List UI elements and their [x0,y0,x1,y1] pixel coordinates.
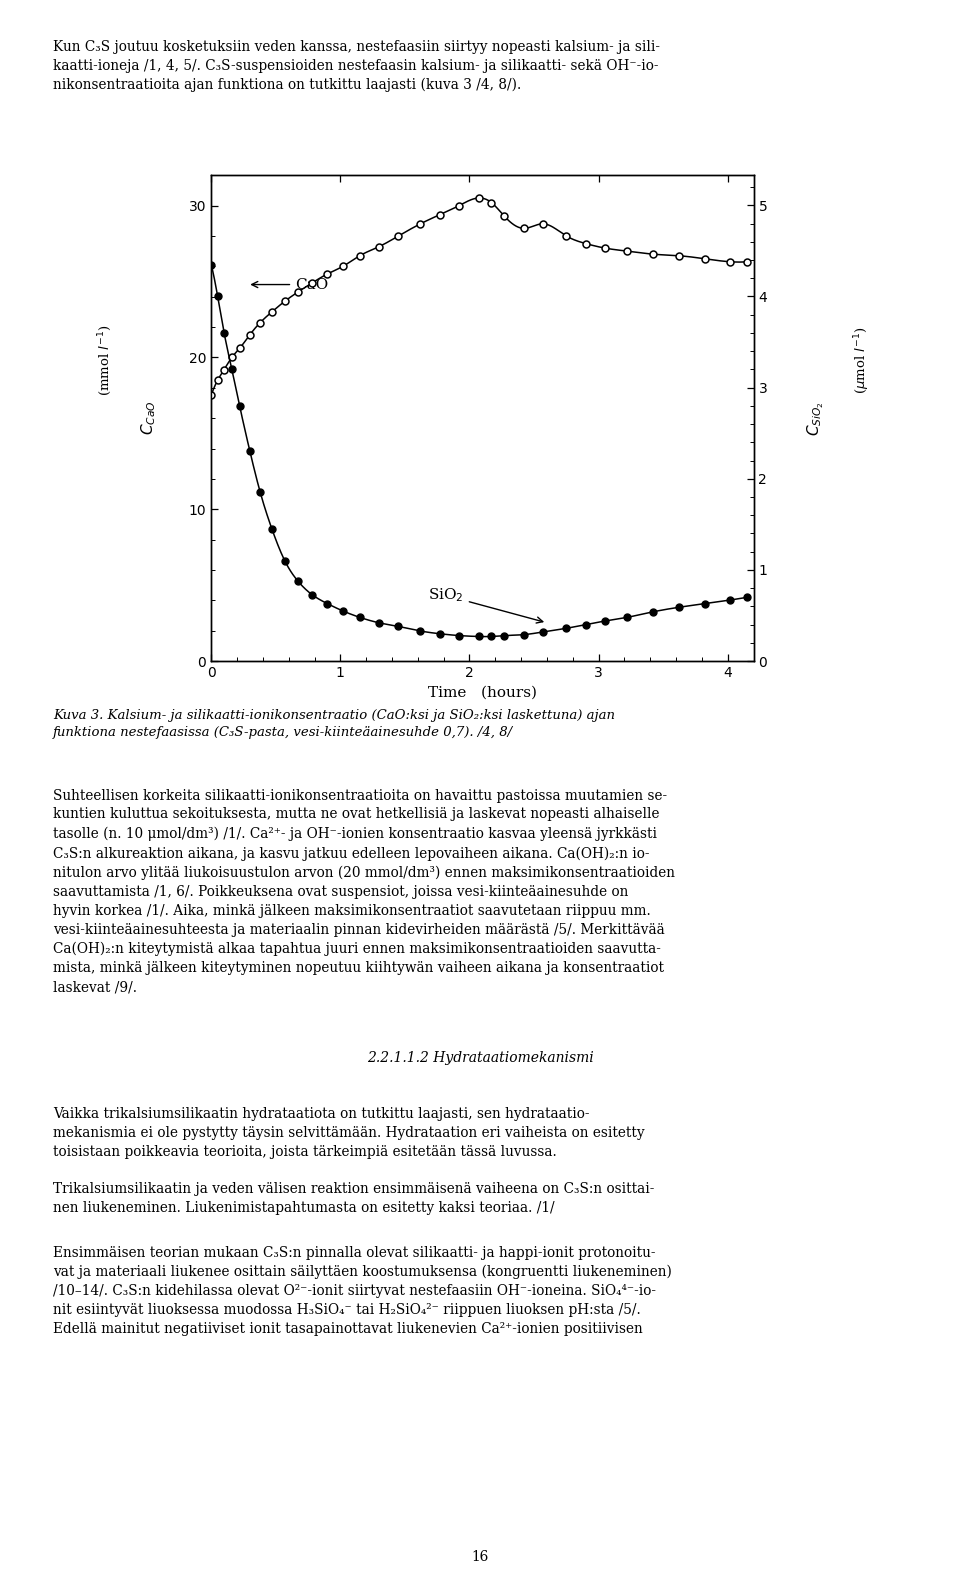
Text: Suhteellisen korkeita silikaatti-ionikonsentraatioita on havaittu pastoissa muut: Suhteellisen korkeita silikaatti-ionikon… [53,789,675,994]
Text: 16: 16 [471,1550,489,1564]
Text: Ensimmäisen teorian mukaan C₃S:n pinnalla olevat silikaatti- ja happi-ionit prot: Ensimmäisen teorian mukaan C₃S:n pinnall… [53,1246,672,1337]
Text: $C_{CaO}$: $C_{CaO}$ [139,401,158,435]
Text: (mmol $l^{-1}$): (mmol $l^{-1}$) [97,323,114,395]
Text: 2.2.1.1.2 Hydrataatiomekanismi: 2.2.1.1.2 Hydrataatiomekanismi [367,1051,593,1066]
Text: CaO: CaO [252,277,328,292]
Text: Trikalsiumsilikaatin ja veden välisen reaktion ensimmäisenä vaiheena on C₃S:n os: Trikalsiumsilikaatin ja veden välisen re… [53,1182,654,1215]
Text: $C_{SiO_2}$: $C_{SiO_2}$ [805,401,827,435]
Text: Vaikka trikalsiumsilikaatin hydrataatiota on tutkittu laajasti, sen hydrataatio-: Vaikka trikalsiumsilikaatin hydrataatiot… [53,1107,644,1160]
Text: ($\mu$mol $l^{-1}$): ($\mu$mol $l^{-1}$) [852,327,872,393]
Text: Kun C₃S joutuu kosketuksiin veden kanssa, nestefaasiin siirtyy nopeasti kalsium-: Kun C₃S joutuu kosketuksiin veden kanssa… [53,40,660,92]
Text: Kuva 3. Kalsium- ja silikaatti-ionikonsentraatio (CaO:ksi ja SiO₂:ksi laskettuna: Kuva 3. Kalsium- ja silikaatti-ionikonse… [53,709,614,739]
X-axis label: Time   (hours): Time (hours) [428,685,537,699]
Text: SiO$_2$: SiO$_2$ [428,586,542,623]
